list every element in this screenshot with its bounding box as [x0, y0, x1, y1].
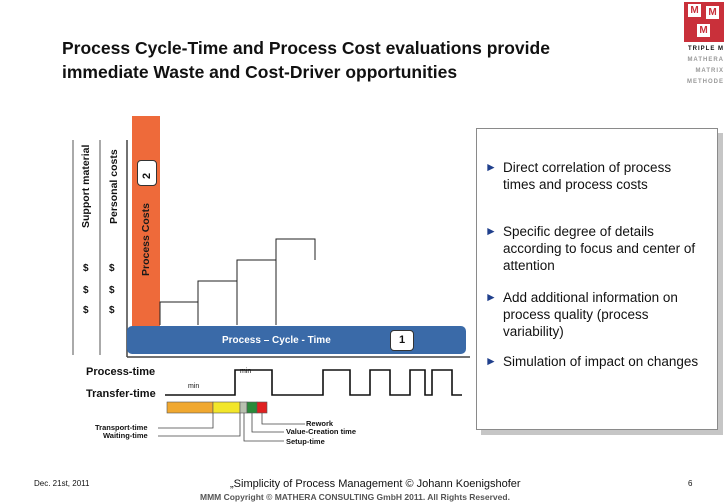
footer-center: „Simplicity of Process Management © Joha… — [230, 478, 521, 490]
support-material-label: Support material — [80, 144, 92, 228]
logo-mark-3: M — [697, 24, 710, 37]
arrow-right-icon: ► — [485, 290, 497, 304]
segment-transport — [166, 401, 214, 414]
title-line-2: immediate Waste and Cost-Driver opportun… — [62, 62, 458, 82]
bullet-text: Add additional information on process qu… — [503, 290, 678, 339]
dollar-sign: $ — [83, 263, 89, 274]
logo-mark-2: M — [706, 6, 719, 19]
setup-time-label: Setup-time — [286, 437, 325, 446]
waiting-time-label: Waiting-time — [103, 431, 148, 440]
leader-setup — [243, 413, 284, 442]
dollar-sign: $ — [83, 285, 89, 296]
cycle-cost-diagram — [72, 116, 470, 442]
personal-costs-label: Personal costs — [108, 149, 120, 224]
segment-setup — [239, 401, 248, 414]
dollar-sign: $ — [109, 263, 115, 274]
segment-waiting — [212, 401, 241, 414]
segment-rework — [256, 401, 268, 414]
logo: M M M — [684, 2, 724, 42]
page-title: Process Cycle-Time and Process Cost eval… — [62, 36, 550, 84]
arrow-right-icon: ► — [485, 160, 497, 174]
bullet-item: ► Simulation of impact on changes — [485, 353, 707, 370]
min-label-transfer: min — [188, 383, 200, 390]
costs-badge: 2 — [137, 160, 157, 186]
rework-label: Rework — [306, 419, 334, 428]
process-costs-label: Process Costs — [140, 203, 152, 276]
process-time-waveform — [165, 369, 462, 396]
dollar-sign: $ — [109, 285, 115, 296]
costs-badge-number: 2 — [141, 172, 153, 179]
arrow-right-icon: ► — [485, 354, 497, 368]
value-creation-label: Value-Creation time — [286, 427, 357, 436]
bullet-text: Specific degree of details according to … — [503, 224, 696, 273]
process-costs-bar — [132, 116, 160, 328]
segment-value-creation — [246, 401, 258, 414]
bullet-text: Direct correlation of process times and … — [503, 160, 672, 192]
footer-date: Dec. 21st, 2011 — [34, 479, 90, 488]
title-line-1: Process Cycle-Time and Process Cost eval… — [62, 38, 550, 58]
cycle-time-badge: 1 — [390, 330, 414, 351]
page-number: 6 — [688, 479, 693, 488]
bullet-item: ► Direct correlation of process times an… — [485, 159, 707, 193]
logo-text-2: MATHERA — [687, 57, 724, 63]
logo-text-4: METHODE — [687, 79, 724, 85]
min-label-process: min — [240, 368, 252, 375]
cycle-time-label: Process – Cycle - Time — [222, 335, 331, 346]
bullet-item: ► Specific degree of details according t… — [485, 223, 707, 274]
leader-waiting — [158, 413, 241, 437]
logo-text-1: TRIPLE M — [688, 46, 724, 52]
leader-rework — [261, 413, 305, 425]
cost-staircase — [159, 238, 316, 325]
bullet-item: ► Add additional information on process … — [485, 289, 707, 340]
cycle-time-bar — [127, 326, 466, 354]
benefits-panel: ► Direct correlation of process times an… — [476, 128, 718, 430]
arrow-right-icon: ► — [485, 224, 497, 238]
dollar-sign: $ — [109, 305, 115, 316]
footer-copyright: MMM Copyright © MATHERA CONSULTING GmbH … — [200, 492, 510, 502]
transfer-time-label: Transfer-time — [86, 388, 156, 400]
leader-transport — [158, 413, 214, 429]
transport-time-label: Transport-time — [95, 423, 148, 432]
logo-mark-1: M — [688, 4, 701, 17]
process-time-label: Process-time — [86, 366, 156, 378]
leader-value-creation — [251, 413, 284, 433]
dollar-sign: $ — [83, 305, 89, 316]
bullet-text: Simulation of impact on changes — [503, 354, 699, 369]
logo-text-3: MATRIX — [695, 68, 724, 74]
